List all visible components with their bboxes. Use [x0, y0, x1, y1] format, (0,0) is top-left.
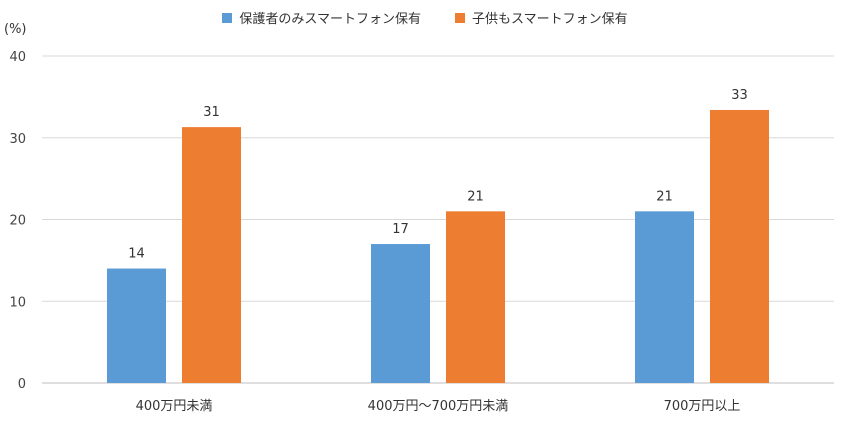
legend-swatch-child-also	[455, 12, 465, 23]
legend-item-child-also: 子供もスマートフォン保有	[455, 8, 628, 27]
y-tick-label: 20	[9, 214, 26, 229]
legend-label-parent-only: 保護者のみスマートフォン保有	[239, 12, 421, 27]
bar	[182, 127, 241, 383]
x-tick-label: 400万円〜700万円未満	[368, 399, 509, 414]
bar	[446, 211, 505, 383]
bar	[371, 244, 430, 383]
y-tick-label: 10	[9, 295, 26, 310]
x-tick-label: 400万円未満	[136, 399, 213, 414]
x-tick-label: 700万円以上	[664, 399, 741, 414]
y-axis-unit-label: (%)	[4, 22, 27, 37]
data-label: 33	[731, 88, 748, 103]
bar	[710, 109, 769, 383]
legend-item-parent-only: 保護者のみスマートフォン保有	[222, 8, 421, 27]
y-tick-label: 0	[18, 377, 26, 392]
bar	[635, 211, 694, 383]
y-tick-label: 40	[9, 50, 26, 65]
y-tick-label: 30	[9, 132, 26, 147]
legend-swatch-parent-only	[222, 12, 233, 23]
data-label: 17	[392, 222, 409, 237]
legend-label-child-also: 子供もスマートフォン保有	[472, 12, 628, 27]
legend: 保護者のみスマートフォン保有 子供もスマートフォン保有	[0, 8, 850, 27]
data-label: 21	[656, 189, 673, 204]
bar	[107, 268, 166, 383]
data-label: 21	[467, 189, 484, 204]
data-label: 14	[128, 247, 145, 262]
data-label: 31	[203, 105, 220, 120]
